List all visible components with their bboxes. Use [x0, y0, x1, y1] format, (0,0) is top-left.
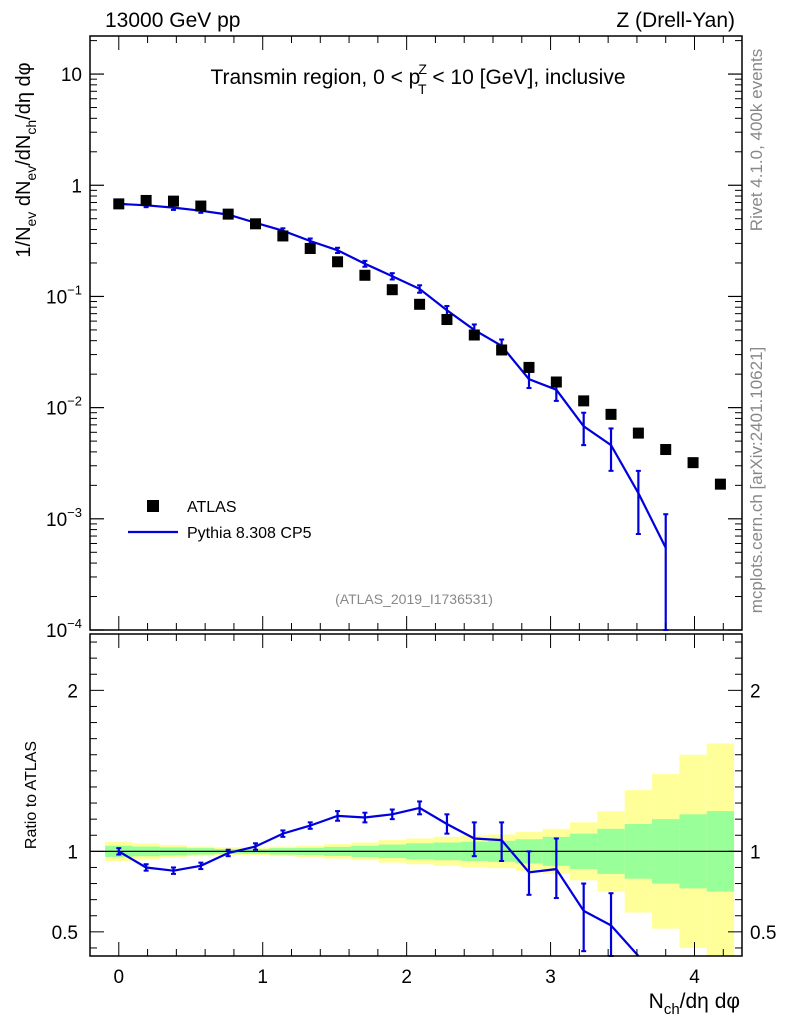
atlas-data-point — [140, 194, 152, 206]
atlas-data-point — [277, 230, 289, 242]
atlas-data-point — [632, 427, 644, 439]
main-ytick-label: 10−1 — [46, 282, 82, 308]
title-sup: Z — [418, 61, 427, 77]
ratio-ytick-label-right: 2 — [750, 681, 761, 702]
atlas-data-point — [687, 457, 699, 469]
atlas-data-point — [222, 208, 234, 220]
legend-atlas-label: ATLAS — [187, 499, 237, 516]
main-frame — [89, 35, 743, 631]
atlas-data-point — [195, 200, 207, 212]
side-text-bottom: mcplots.cern.ch [arXiv:2401.10621] — [747, 347, 766, 613]
main-ytick-label-base: 1 — [71, 176, 82, 197]
ratio-xtick-label: 3 — [545, 967, 556, 988]
atlas-data-point — [304, 242, 316, 254]
ratio-ytick-label-left: 2 — [67, 681, 78, 702]
atlas-data-point — [468, 329, 480, 341]
title-sub: T — [418, 81, 427, 97]
atlas-data-point — [550, 376, 562, 388]
main-ytick-label: 10−4 — [46, 616, 82, 642]
main-ytick-label-base: 10 — [61, 65, 82, 86]
ratio-ytick-label-right: 0.5 — [750, 923, 776, 944]
main-ytick-label: 1 — [71, 176, 82, 197]
legend-atlas-marker — [147, 500, 159, 512]
side-text-top: Rivet 4.1.0, 400k events — [747, 49, 766, 231]
header-left: 13000 GeV pp — [105, 9, 240, 32]
atlas-data-point — [167, 195, 179, 207]
atlas-data-point — [660, 444, 672, 456]
ratio-ytick-label-left: 0.5 — [52, 923, 78, 944]
atlas-data-point — [414, 298, 426, 310]
main-ytick-label-base: 10 — [46, 510, 67, 531]
atlas-data-point — [605, 408, 617, 420]
atlas-data-point — [523, 361, 535, 373]
main-ytick-label-base: 10 — [46, 287, 67, 308]
ratio-xtick-label: 2 — [401, 967, 412, 988]
ratio-ylabel: Ratio to ATLAS — [23, 741, 40, 849]
ratio-content — [90, 743, 742, 957]
main-ytick-label-base: 10 — [46, 399, 67, 420]
main-ytick-label-base: 10 — [46, 621, 67, 642]
title-post: < 10 [GeV], inclusive — [427, 66, 626, 89]
ratio-mc-line — [118, 806, 640, 957]
atlas-data-point — [250, 218, 262, 230]
x-axis-label: Nch/dη dφ — [649, 990, 740, 1018]
ratio-xtick-label: 4 — [689, 967, 700, 988]
main-ytick-label: 10−2 — [46, 394, 82, 420]
atlas-data-point — [386, 284, 398, 296]
main-ytick-label: 10−3 — [46, 505, 82, 531]
main-ytick-label-exp: −1 — [67, 282, 82, 297]
atlas-data-point — [359, 269, 371, 281]
title-pre: Transmin region, 0 < p — [210, 66, 420, 89]
main-content — [113, 194, 726, 631]
atlas-data-point — [714, 478, 726, 490]
header-right: Z (Drell-Yan) — [616, 9, 735, 32]
ratio-xtick-label: 1 — [257, 967, 268, 988]
main-ylabel: 1/Nev dNev/dNch/dη dφ — [13, 62, 39, 257]
legend-mc-label: Pythia 8.308 CP5 — [187, 525, 312, 542]
ratio-frame — [89, 633, 743, 957]
ratio-xtick-label: 0 — [113, 967, 124, 988]
watermark: (ATLAS_2019_I1736531) — [335, 591, 493, 607]
ratio-panel: 0.5 0.5 1 1 2 2 0 1 2 3 4 Ratio to ATLAS Nch/dη dφ — [23, 633, 776, 1018]
ratio-ytick-label-left: 1 — [67, 842, 78, 863]
atlas-data-point — [496, 344, 508, 356]
atlas-data-point — [332, 256, 344, 268]
legend: ATLAS Pythia 8.308 CP5 — [128, 499, 312, 542]
main-mc-line — [118, 202, 667, 549]
main-title: Transmin region, 0 < pZ T < 10 [GeV], inc… — [210, 61, 625, 97]
atlas-data-point — [578, 395, 590, 407]
ratio-axes: 0.5 0.5 1 1 2 2 0 1 2 3 4 — [52, 634, 776, 988]
ratio-ytick-label-right: 1 — [750, 842, 761, 863]
atlas-data-point — [441, 314, 453, 326]
main-ytick-label-exp: −4 — [67, 616, 82, 631]
main-ytick-label: 10 — [61, 65, 82, 86]
main-ytick-label-exp: −2 — [67, 394, 82, 409]
atlas-data-point — [113, 198, 125, 210]
main-ytick-label-exp: −3 — [67, 505, 82, 520]
